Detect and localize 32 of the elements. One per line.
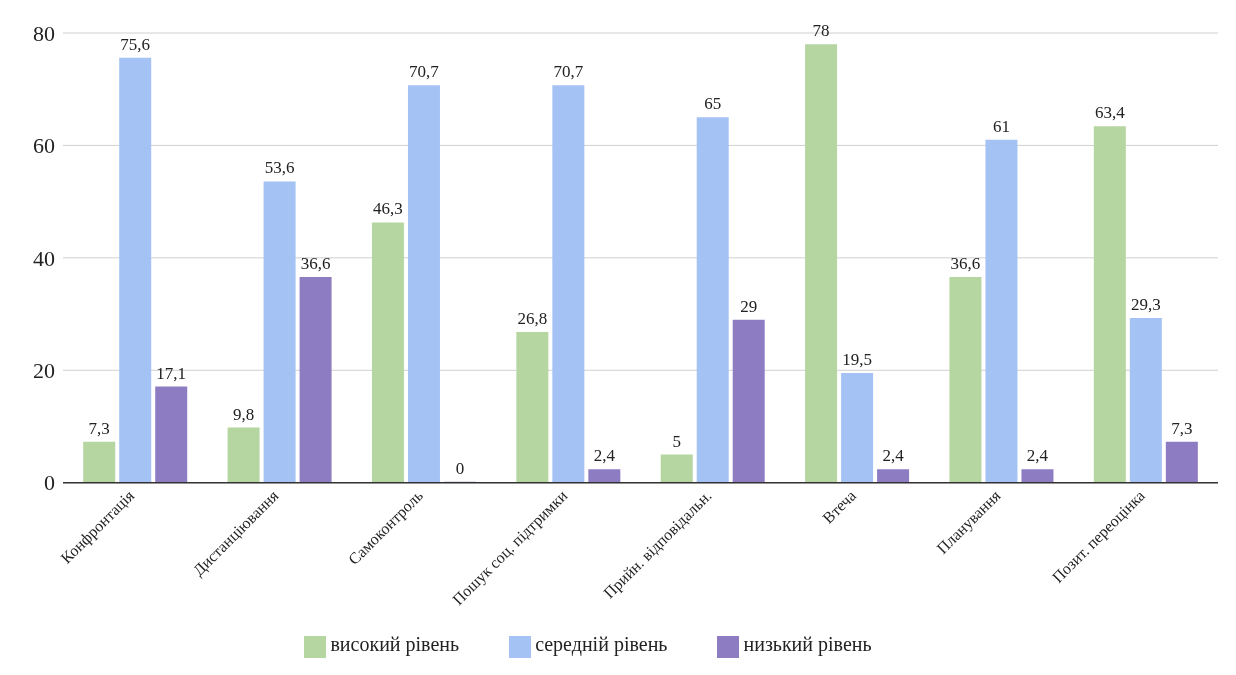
y-tick-label: 80 xyxy=(33,20,55,46)
data-label: 70,7 xyxy=(409,62,440,82)
data-label: 70,7 xyxy=(553,62,584,82)
data-label: 53,6 xyxy=(264,158,295,178)
data-label: 7,3 xyxy=(88,418,110,438)
y-tick-label: 60 xyxy=(33,133,55,159)
legend-label: низький рівень xyxy=(743,632,872,655)
data-label: 2,4 xyxy=(882,446,905,466)
data-label: 36,6 xyxy=(300,253,331,273)
data-label: 5 xyxy=(672,431,681,451)
y-tick-label: 40 xyxy=(33,245,55,271)
data-label: 2,4 xyxy=(1026,446,1049,466)
data-label: 2,4 xyxy=(593,446,616,466)
y-tick-label: 0 xyxy=(44,470,55,496)
data-label: 36,6 xyxy=(950,253,981,273)
data-label: 29 xyxy=(740,296,758,316)
data-label: 17,1 xyxy=(156,363,187,383)
y-tick-label: 20 xyxy=(33,358,55,384)
data-label: 0 xyxy=(455,458,465,478)
data-label: 19,5 xyxy=(842,350,872,370)
data-label: 29,3 xyxy=(1130,294,1161,314)
data-label: 75,6 xyxy=(120,34,151,54)
data-label: 26,8 xyxy=(517,309,548,329)
data-label: 63,4 xyxy=(1094,103,1126,123)
legend-label: високий рівень xyxy=(330,632,460,655)
legend-label: середній рівень xyxy=(535,632,668,655)
data-label: 9,8 xyxy=(232,404,255,424)
data-label: 46,3 xyxy=(373,199,403,219)
data-label: 65 xyxy=(704,94,722,114)
data-label: 7,3 xyxy=(1171,418,1193,438)
data-label: 61 xyxy=(992,116,1010,136)
data-label: 78 xyxy=(812,21,830,41)
